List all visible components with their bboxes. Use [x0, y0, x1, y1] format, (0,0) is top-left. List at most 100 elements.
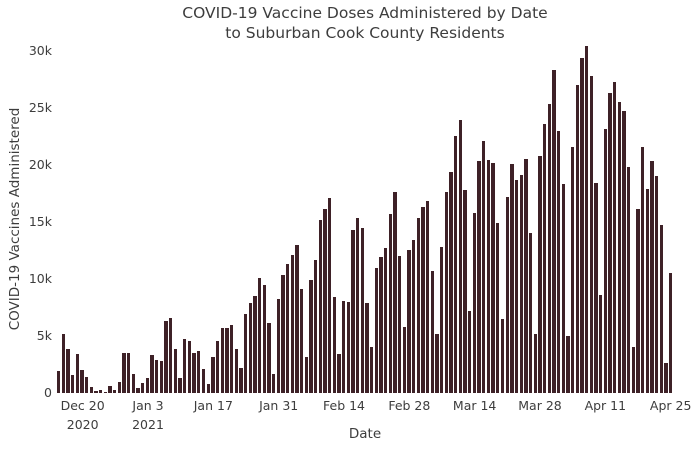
bar[interactable] [71, 374, 75, 393]
bar[interactable] [510, 163, 514, 393]
bar[interactable] [351, 229, 355, 393]
bar[interactable] [178, 378, 182, 393]
bar[interactable] [566, 335, 570, 393]
bar[interactable] [561, 184, 565, 393]
bar[interactable] [332, 297, 336, 393]
bar[interactable] [318, 219, 322, 393]
bar[interactable] [514, 179, 519, 393]
bar[interactable] [505, 196, 509, 393]
bar[interactable] [612, 81, 617, 393]
bar[interactable] [645, 188, 649, 393]
bar[interactable] [356, 218, 360, 393]
bar[interactable] [398, 256, 402, 393]
bar[interactable] [253, 296, 257, 393]
bar[interactable] [636, 209, 640, 393]
bar[interactable] [486, 160, 491, 393]
bar[interactable] [150, 355, 154, 393]
bar[interactable] [430, 270, 435, 393]
bar[interactable] [570, 146, 575, 393]
bar[interactable] [281, 275, 285, 393]
bar[interactable] [337, 353, 341, 393]
bar[interactable] [584, 46, 589, 393]
bar[interactable] [608, 92, 612, 393]
bar[interactable] [173, 348, 178, 393]
bar[interactable] [131, 374, 136, 393]
bar[interactable] [365, 302, 369, 393]
bar[interactable] [374, 267, 379, 393]
bar[interactable] [444, 192, 449, 393]
bar[interactable] [407, 250, 411, 393]
bar[interactable] [206, 383, 210, 393]
bar[interactable] [257, 277, 262, 393]
bar[interactable] [655, 176, 659, 393]
bar[interactable] [631, 347, 635, 393]
bar[interactable] [491, 162, 495, 393]
bar[interactable] [556, 130, 561, 393]
bar[interactable] [309, 280, 313, 393]
bar[interactable] [323, 209, 327, 393]
bar[interactable] [519, 175, 523, 393]
bar[interactable] [103, 391, 108, 393]
bar[interactable] [108, 386, 112, 393]
bar[interactable] [169, 317, 173, 393]
bar[interactable] [262, 284, 266, 393]
bar[interactable] [164, 321, 168, 393]
bar[interactable] [211, 356, 215, 393]
bar[interactable] [472, 212, 477, 393]
bar[interactable] [393, 192, 397, 393]
bar[interactable] [192, 353, 196, 393]
bar[interactable] [183, 339, 187, 393]
bar[interactable] [477, 161, 481, 393]
bar[interactable] [159, 361, 164, 393]
bar[interactable] [533, 333, 537, 393]
bar[interactable] [594, 183, 598, 393]
bar[interactable] [304, 356, 308, 393]
bar[interactable] [327, 197, 332, 393]
bar[interactable] [449, 171, 453, 393]
bar[interactable] [248, 302, 252, 393]
bar[interactable] [155, 359, 159, 393]
bar[interactable] [141, 382, 145, 393]
bar[interactable] [440, 246, 444, 393]
bar[interactable] [89, 387, 94, 393]
bar[interactable] [589, 75, 593, 393]
bar[interactable] [85, 377, 89, 393]
bar[interactable] [524, 159, 528, 393]
bar[interactable] [547, 104, 551, 393]
bar[interactable] [669, 273, 673, 393]
bar[interactable] [285, 264, 290, 393]
bar[interactable] [426, 201, 430, 393]
bar[interactable] [402, 326, 407, 393]
bar[interactable] [61, 333, 65, 393]
bar[interactable] [57, 371, 61, 393]
bar[interactable] [468, 310, 472, 393]
bar[interactable] [412, 240, 416, 393]
bar[interactable] [313, 259, 318, 393]
bar[interactable] [598, 294, 603, 393]
bar[interactable] [215, 340, 220, 393]
bar[interactable] [640, 146, 645, 393]
bar[interactable] [243, 314, 248, 393]
bar[interactable] [542, 123, 547, 393]
bar[interactable] [580, 57, 584, 393]
bar[interactable] [136, 388, 140, 393]
bar[interactable] [197, 350, 201, 393]
bar[interactable] [234, 348, 238, 393]
bar[interactable] [454, 136, 458, 393]
bar[interactable] [360, 227, 364, 393]
bar[interactable] [458, 120, 463, 393]
bar[interactable] [299, 289, 304, 393]
bar[interactable] [239, 367, 243, 393]
bar[interactable] [463, 189, 467, 393]
bar[interactable] [127, 353, 131, 393]
bar[interactable] [384, 248, 388, 393]
bar[interactable] [99, 389, 103, 393]
bar[interactable] [379, 257, 383, 393]
bar[interactable] [496, 223, 500, 393]
bar[interactable] [117, 381, 122, 393]
bar[interactable] [122, 353, 126, 393]
bar[interactable] [66, 348, 70, 393]
bar[interactable] [435, 333, 439, 393]
bar[interactable] [220, 327, 224, 393]
bar[interactable] [267, 323, 271, 393]
